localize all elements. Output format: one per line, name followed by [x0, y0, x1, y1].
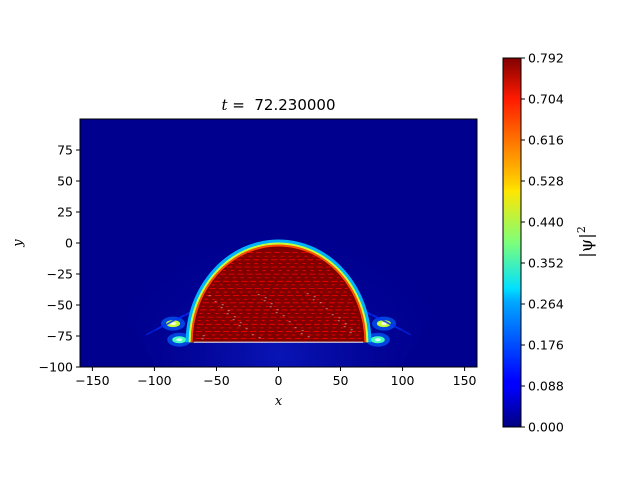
y-tick-label: 75: [57, 143, 73, 158]
colorbar-label: |ψ|2: [575, 226, 597, 258]
dome-speckle: [307, 336, 310, 338]
dome-speckle: [288, 321, 291, 323]
dome-speckle: [258, 337, 261, 339]
dome-speckle: [232, 319, 235, 321]
dome-speckle: [294, 327, 297, 329]
dome-speckle: [301, 330, 304, 332]
x-tick-label: 100: [391, 373, 415, 388]
flank-ripple: [145, 324, 165, 336]
y-axis-label: y: [11, 239, 26, 248]
colorbar-tick-label: 0.000: [528, 420, 564, 435]
colorbar-tick-label: 0.264: [528, 297, 564, 312]
dome-speckle: [349, 332, 352, 334]
colorbar-tick-label: 0.704: [528, 92, 564, 107]
side-lobes: [145, 304, 412, 347]
dome-speckle: [300, 333, 303, 335]
dome-speckle: [276, 309, 279, 311]
dome-speckle: [227, 310, 230, 312]
x-tick-label: −150: [75, 373, 109, 388]
x-ticks: −150 −100 −50 0 50 100 150: [75, 367, 477, 388]
colorbar-tick-label: 0.528: [528, 174, 564, 189]
dome-speckle: [201, 338, 204, 340]
dome-speckle: [337, 320, 340, 322]
title-equals: =: [228, 96, 255, 114]
dome-speckle: [202, 335, 205, 337]
side-lobe-core: [176, 338, 183, 342]
y-tick-label: −50: [47, 298, 73, 313]
dome-speckle: [319, 302, 322, 304]
y-ticks: −100 −75 −50 −25 0 25 50 75: [39, 143, 80, 375]
dome-speckle: [239, 322, 242, 324]
dome-speckle: [263, 300, 266, 302]
y-tick-label: 25: [57, 205, 73, 220]
x-tick-label: 0: [275, 373, 283, 388]
dome-speckle: [220, 307, 223, 309]
colorbar-tick-label: 0.616: [528, 133, 564, 148]
dome-speckle: [245, 328, 248, 330]
dome-speckle: [282, 315, 285, 317]
colorbar-tick-label: 0.440: [528, 215, 564, 230]
dome-speckle: [233, 316, 236, 318]
title-value: 72.230000: [254, 96, 335, 114]
side-lobe-core: [170, 322, 177, 326]
colorbar-label-exponent: 2: [575, 226, 588, 233]
y-tick-label: −75: [47, 329, 73, 344]
dome-speckle: [331, 314, 334, 316]
dome-speckle: [257, 294, 260, 296]
y-tick-label: 0: [65, 236, 73, 251]
colorbar-tick-label: 0.088: [528, 379, 564, 394]
dome-speckle: [214, 301, 217, 303]
y-tick-label: 50: [57, 174, 73, 189]
y-tick-label: −25: [47, 267, 73, 282]
dome-speckle: [208, 295, 211, 297]
x-tick-label: −50: [203, 373, 229, 388]
dome-speckle: [269, 306, 272, 308]
colorbar: [502, 57, 522, 428]
x-tick-label: 50: [333, 373, 349, 388]
dome-speckle: [325, 308, 328, 310]
side-lobe-core: [380, 322, 387, 326]
dome-speckle: [344, 323, 347, 325]
dome-speckle: [343, 326, 346, 328]
colorbar-tick-label: 0.352: [528, 256, 564, 271]
dome-speckle: [270, 303, 273, 305]
dome-speckle: [338, 317, 341, 319]
dome-speckle: [306, 293, 309, 295]
dome-speckle: [221, 304, 224, 306]
dome-region: [185, 239, 372, 343]
dome-speckle: [313, 296, 316, 298]
dome-speckle: [350, 329, 353, 331]
side-lobe-core: [374, 338, 381, 342]
flank-ripple: [392, 324, 412, 336]
dome-speckle: [238, 325, 241, 327]
colorbar-tick-label: 0.176: [528, 338, 564, 353]
colorbar-ticks: 0.000 0.088 0.176 0.264 0.352 0.440 0.528 0.616…: [521, 51, 564, 435]
dome-speckle: [264, 297, 267, 299]
x-tick-label: −100: [137, 373, 171, 388]
dome-speckle: [226, 313, 229, 315]
colorbar-label-main: |ψ|: [577, 233, 597, 258]
plot-area: [80, 119, 477, 367]
chart-title: t = 72.230000: [221, 96, 335, 114]
y-tick-label: −100: [39, 360, 73, 375]
dome-speckle: [251, 334, 254, 336]
dome-speckle: [312, 299, 315, 301]
x-axis-label: x: [275, 394, 283, 409]
dome-speckle: [275, 312, 278, 314]
colorbar-tick-label: 0.792: [528, 51, 564, 66]
title-symbol: t: [221, 96, 228, 114]
x-tick-label: 150: [453, 373, 477, 388]
